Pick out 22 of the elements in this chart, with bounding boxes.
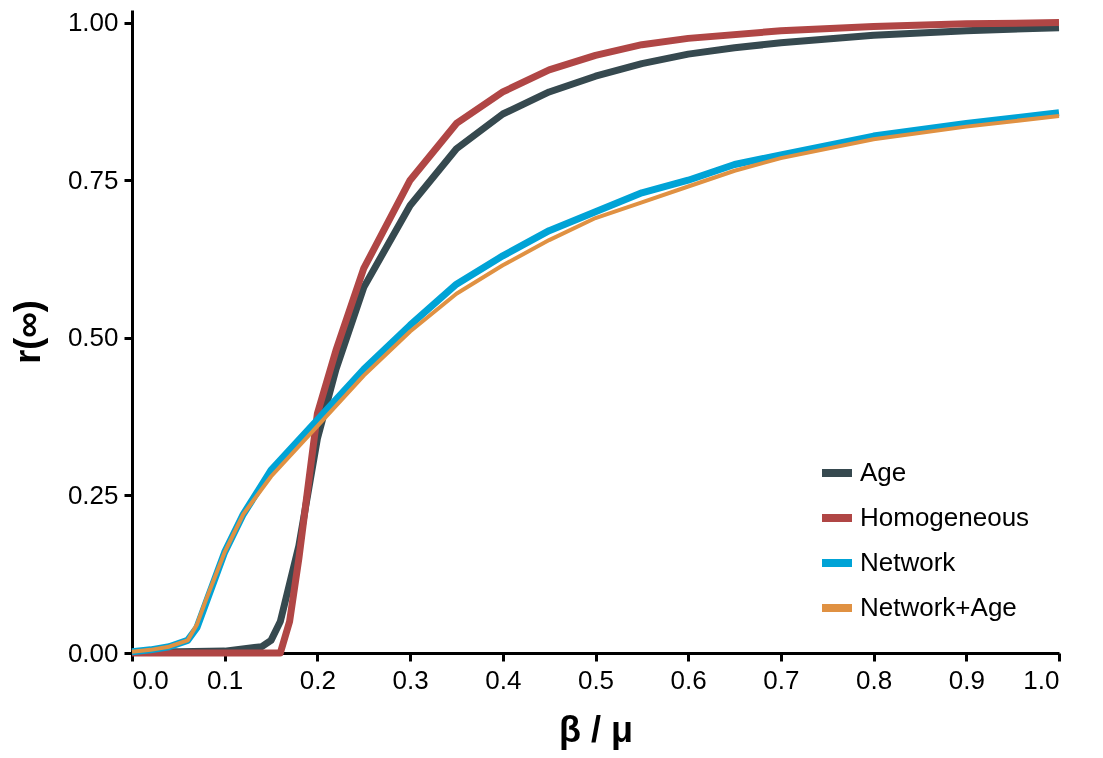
x-tick-label: 0.0	[132, 664, 169, 695]
y-tick-label: 0.25	[67, 479, 119, 510]
x-tick-label: 0.8	[856, 664, 893, 695]
legend-label: Age	[860, 457, 907, 487]
y-tick-label: 0.75	[67, 164, 119, 195]
y-tick-label: 1.00	[67, 7, 119, 38]
x-tick-label: 0.9	[948, 664, 985, 695]
x-tick-label: 0.7	[763, 664, 800, 695]
x-tick-label: 0.4	[485, 664, 522, 695]
x-tick-label: 0.6	[670, 664, 707, 695]
x-tick-label: 0.3	[392, 664, 429, 695]
y-axis-title: r(∞)	[6, 300, 48, 364]
legend-label: Network	[860, 547, 957, 577]
x-tick-label: 0.2	[299, 664, 336, 695]
legend-label: Homogeneous	[860, 502, 1030, 532]
y-tick-label: 0.00	[67, 637, 119, 668]
x-tick-label: 1.0	[1023, 664, 1060, 695]
x-tick-label: 0.1	[207, 664, 244, 695]
x-axis-title: β / μ	[558, 708, 634, 750]
y-tick-label: 0.50	[67, 322, 119, 353]
legend-label: Network+Age	[860, 592, 1017, 622]
x-tick-label: 0.5	[577, 664, 615, 695]
